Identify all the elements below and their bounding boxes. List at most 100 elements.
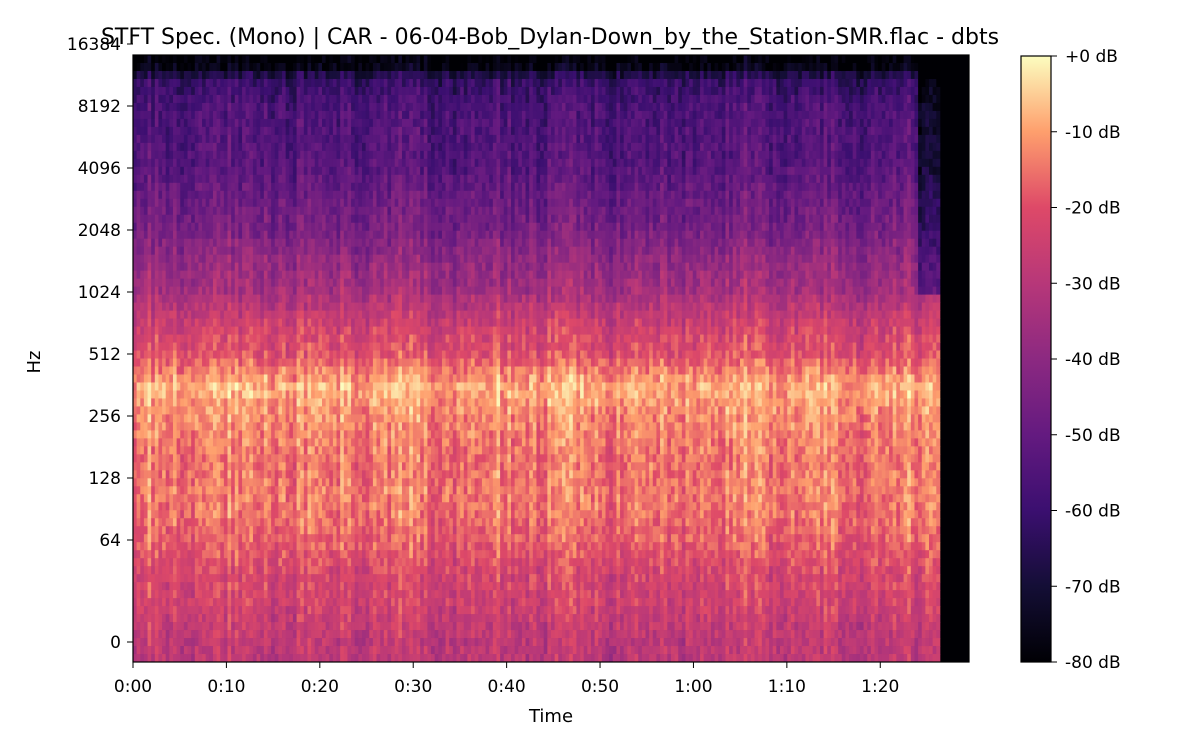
heatmap-cell: [194, 86, 199, 96]
heatmap-cell: [300, 294, 305, 303]
heatmap-cell: [322, 590, 327, 599]
heatmap-cell: [329, 510, 334, 519]
heatmap-cell: [227, 590, 232, 599]
heatmap-cell: [183, 55, 188, 64]
heatmap-cell: [343, 414, 348, 423]
heatmap-cell: [176, 270, 181, 280]
heatmap-cell: [311, 238, 316, 248]
heatmap-cell: [183, 70, 188, 80]
heatmap-cell: [187, 342, 192, 351]
heatmap-cell: [227, 222, 232, 232]
heatmap-cell: [292, 446, 297, 455]
heatmap-cell: [300, 462, 305, 471]
heatmap-cell: [285, 198, 290, 208]
heatmap-cell: [165, 582, 170, 591]
heatmap-cell: [231, 438, 236, 447]
heatmap-cell: [227, 310, 232, 319]
heatmap-cell: [249, 494, 254, 503]
heatmap-cell: [216, 486, 221, 495]
heatmap-cell: [216, 206, 221, 216]
heatmap-cell: [154, 550, 159, 559]
heatmap-cell: [278, 598, 283, 607]
heatmap-cell: [216, 70, 221, 80]
heatmap-cell: [322, 646, 327, 655]
heatmap-cell: [314, 454, 319, 463]
heatmap-cell: [263, 582, 268, 591]
heatmap-cell: [249, 406, 254, 415]
heatmap-cell: [176, 110, 181, 120]
heatmap-cell: [325, 342, 330, 351]
heatmap-cell: [212, 118, 217, 128]
heatmap-cell: [183, 654, 188, 663]
heatmap-cell: [303, 190, 308, 200]
heatmap-cell: [351, 78, 356, 88]
heatmap-cell: [169, 646, 174, 655]
heatmap-cell: [256, 518, 261, 527]
heatmap-cell: [234, 206, 239, 216]
heatmap-cell: [198, 302, 203, 311]
heatmap-cell: [212, 134, 217, 144]
heatmap-cell: [140, 55, 145, 64]
heatmap-cell: [361, 286, 367, 296]
heatmap-cell: [289, 510, 294, 519]
heatmap-cell: [147, 558, 152, 567]
heatmap-cell: [260, 286, 265, 296]
heatmap-cell: [223, 358, 228, 367]
heatmap-cell: [194, 582, 199, 591]
heatmap-cell: [216, 550, 221, 559]
heatmap-cell: [245, 198, 250, 208]
heatmap-cell: [263, 542, 268, 551]
heatmap-cell: [172, 110, 178, 120]
heatmap-cell: [311, 310, 316, 319]
heatmap-cell: [172, 174, 178, 184]
heatmap-cell: [267, 358, 272, 367]
heatmap-cell: [325, 94, 330, 104]
heatmap-cell: [365, 118, 370, 128]
heatmap-cell: [209, 142, 214, 152]
heatmap-cell: [180, 214, 185, 224]
heatmap-cell: [263, 526, 268, 535]
heatmap-cell: [154, 558, 159, 567]
heatmap-cell: [154, 102, 159, 112]
heatmap-cell: [180, 366, 185, 375]
heatmap-cell: [296, 526, 301, 535]
heatmap-cell: [274, 566, 279, 575]
heatmap-cell: [332, 398, 337, 407]
heatmap-cell: [358, 78, 363, 88]
heatmap-cell: [202, 390, 207, 399]
heatmap-cell: [296, 374, 301, 383]
heatmap-cell: [329, 486, 334, 495]
heatmap-cell: [274, 118, 279, 128]
heatmap-cell: [278, 542, 283, 551]
heatmap-cell: [303, 86, 308, 96]
heatmap-cell: [169, 558, 174, 567]
heatmap-cell: [227, 398, 232, 407]
heatmap-cell: [292, 230, 297, 240]
heatmap-cell: [311, 334, 316, 343]
heatmap-cell: [140, 286, 145, 296]
heatmap-cell: [140, 78, 145, 88]
heatmap-cell: [307, 150, 312, 160]
heatmap-cell: [140, 478, 145, 487]
heatmap-cell: [209, 518, 214, 527]
heatmap-cell: [136, 94, 141, 104]
heatmap-cell: [234, 622, 239, 631]
heatmap-cell: [292, 398, 297, 407]
heatmap-cell: [172, 310, 178, 319]
heatmap-cell: [336, 622, 341, 631]
heatmap-cell: [343, 518, 348, 527]
heatmap-cell: [311, 478, 316, 487]
heatmap-cell: [267, 558, 272, 567]
heatmap-cell: [285, 230, 290, 240]
heatmap-cell: [223, 582, 228, 591]
heatmap-cell: [143, 462, 148, 471]
heatmap-cell: [176, 470, 181, 479]
heatmap-cell: [249, 590, 254, 599]
heatmap-cell: [289, 254, 294, 264]
heatmap-cell: [169, 574, 174, 583]
heatmap-cell: [361, 190, 367, 200]
heatmap-cell: [136, 446, 141, 455]
heatmap-cell: [227, 174, 232, 184]
heatmap-cell: [274, 206, 279, 216]
heatmap-cell: [183, 382, 188, 391]
